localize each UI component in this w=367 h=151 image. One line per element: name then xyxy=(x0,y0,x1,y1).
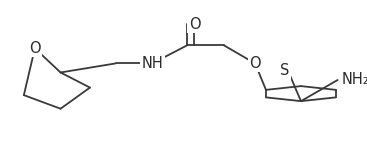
Text: O: O xyxy=(29,41,41,56)
Text: NH: NH xyxy=(141,56,163,71)
Text: O: O xyxy=(249,56,261,71)
Text: O: O xyxy=(189,17,200,32)
Text: S: S xyxy=(280,63,289,78)
Text: NH₂: NH₂ xyxy=(341,72,367,87)
